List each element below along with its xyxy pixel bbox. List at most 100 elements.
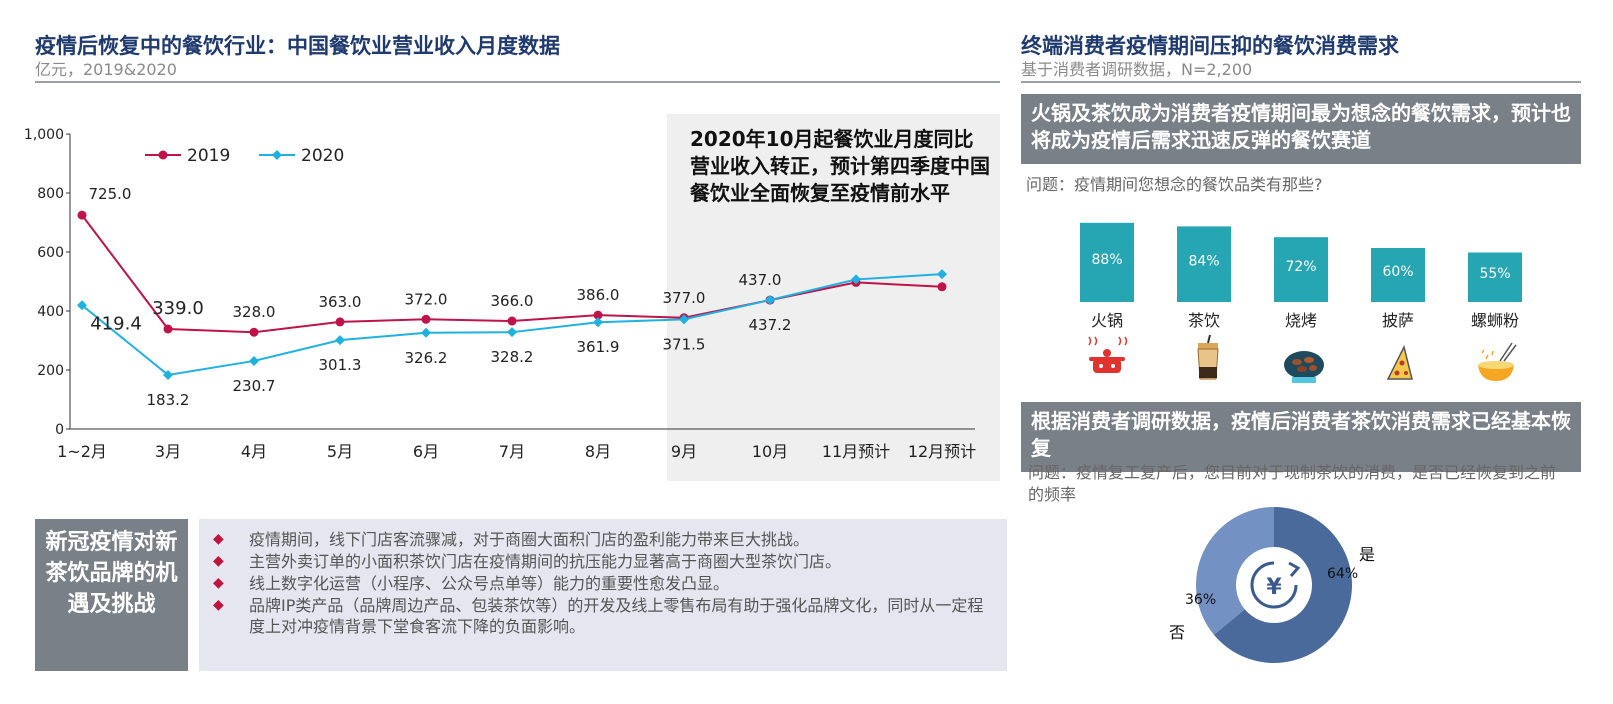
donut-labels: 64% 36% 是否 <box>1169 545 1375 642</box>
donut-value-label: 64% <box>1327 566 1358 582</box>
series-point <box>593 310 603 320</box>
data-label-2019: 339.0 <box>152 298 204 319</box>
data-label-2019: 377.0 <box>663 289 706 307</box>
left-title: 疫情后恢复中的餐饮行业：中国餐饮业营业收入月度数据 <box>35 34 560 58</box>
donut-chart: ¥ 64% 36% 是否 <box>1169 507 1375 663</box>
line-chart-axes: 0 200 400 600 800 1,000 1~2月 3月 4月 5月 6月 7月 8月 9月 10月 1… <box>24 127 976 461</box>
series-point <box>679 314 689 325</box>
bar-category-label: 茶饮 <box>1188 311 1220 330</box>
x-tick-label: 6月 <box>413 442 439 461</box>
diamond-bullet-icon: ◆ <box>213 597 224 613</box>
svg-text:¥: ¥ <box>1266 575 1282 600</box>
diamond-bullet-icon: ◆ <box>213 553 224 569</box>
bar-category-label: 螺蛳粉 <box>1471 311 1519 330</box>
data-label-2020: 419.4 <box>90 313 142 334</box>
bar <box>1080 222 1134 302</box>
donut-category-label: 否 <box>1169 623 1185 642</box>
bar-value-label: 72% <box>1285 259 1316 275</box>
x-tick-label: 5月 <box>327 442 353 461</box>
bar <box>1468 252 1522 302</box>
data-label-2019: 363.0 <box>319 293 362 311</box>
donut-slice <box>1196 507 1274 635</box>
y-tick-label: 600 <box>37 245 64 261</box>
bullet-text: 疫情期间，线下门店客流骤减，对于商圈大面积门店的盈利能力带来巨大挑战。 <box>249 530 810 549</box>
line-chart-legend: 2019 2020 <box>145 146 344 166</box>
series-point <box>507 316 517 326</box>
right-title: 终端消费者疫情期间压抑的餐饮消费需求 <box>1021 34 1399 58</box>
milk-tea-icon <box>1197 334 1219 380</box>
data-label-2019: 725.0 <box>89 185 132 203</box>
series-point <box>421 314 431 324</box>
legend-marker <box>272 150 282 160</box>
series-point <box>937 269 947 280</box>
y-tick-label: 200 <box>37 363 64 379</box>
left-subtitle: 亿元，2019&2020 <box>35 60 177 79</box>
legend-label: 2020 <box>301 146 344 166</box>
bullet-text: 主营外卖订单的小面积茶饮门店在疫情期间的抗压能力显著高于商圈大型茶饮门店。 <box>249 552 842 571</box>
data-label-2019: 437.0 <box>739 271 782 289</box>
x-tick-label: 11月预计 <box>822 442 890 461</box>
right-divider <box>1021 81 1581 83</box>
y-tick-label: 800 <box>37 186 64 202</box>
series-point <box>249 327 259 337</box>
series-point <box>77 210 87 220</box>
data-label-2019: 372.0 <box>405 290 448 308</box>
data-label-2020: 328.2 <box>491 348 534 366</box>
bar-value-label: 84% <box>1188 254 1219 270</box>
pizza-icon <box>1386 344 1413 380</box>
y-tick-label: 0 <box>55 422 64 438</box>
survey-question-2: 问题：疫情复工复产后，您目前对于现制茶饮的消费，是否已经恢复到之前的频率 <box>1028 463 1557 504</box>
hotpot-tea-banner: 火锅及茶饮成为消费者疫情期间最为想念的餐饮需求，预计也将成为疫情后需求迅速反弹的… <box>1021 94 1581 164</box>
bullet-text: 线上数字化运营（小程序、公众号点单等）能力的重要性愈发凸显。 <box>249 574 730 593</box>
series-point <box>851 274 861 285</box>
x-tick-label: 7月 <box>499 442 525 461</box>
bar-chart-icons <box>1088 334 1517 383</box>
bar-category-label: 披萨 <box>1382 311 1414 330</box>
line-chart: 0 200 400 600 800 1,000 1~2月 3月 4月 5月 6月 7月 8月 9月 10月 1… <box>24 127 976 461</box>
data-label-2020: 371.5 <box>663 335 706 353</box>
data-label-2019: 328.0 <box>233 303 276 321</box>
list-item: ◆ 品牌IP类产品（品牌周边产品、包装茶饮等）的开发及线上零售布局有助于强化品牌文… <box>213 595 997 637</box>
left-divider <box>35 81 1000 83</box>
survey-question-1: 问题：疫情期间您想念的餐饮品类有那些? <box>1026 175 1323 194</box>
x-tick-label: 1~2月 <box>57 442 107 461</box>
opportunity-box-title: 新冠疫情对新茶饮品牌的机遇及挑战 <box>35 519 188 671</box>
bar-value-label: 60% <box>1382 264 1413 280</box>
opportunity-box-list: ◆ 疫情期间，线下门店客流骤减，对于商圈大面积门店的盈利能力带来巨大挑战。 ◆ 主营… <box>199 519 1007 671</box>
data-label-2020: 326.2 <box>405 349 448 367</box>
donut-value-label: 36% <box>1185 592 1216 608</box>
data-label-2020: 301.3 <box>319 356 362 374</box>
series-point <box>163 324 173 334</box>
legend-label: 2019 <box>187 146 230 166</box>
list-item: ◆ 疫情期间，线下门店客流骤减，对于商圈大面积门店的盈利能力带来巨大挑战。 <box>213 529 997 550</box>
data-label-2019: 386.0 <box>577 286 620 304</box>
noodle-bowl-icon <box>1478 342 1517 381</box>
y-tick-label: 400 <box>37 304 64 320</box>
bullet-text: 品牌IP类产品（品牌周边产品、包装茶饮等）的开发及线上零售布局有助于强化品牌文化… <box>249 596 984 636</box>
series-point <box>335 317 345 327</box>
callout-text: 2020年10月起餐饮业月度同比营业收入转正，预计第四季度中国餐饮业全面恢复至疫… <box>690 127 990 205</box>
series-point <box>765 295 775 306</box>
donut-slice <box>1213 507 1352 663</box>
data-label-2020: 437.2 <box>749 316 792 334</box>
x-tick-label: 12月预计 <box>908 442 976 461</box>
bar-chart: 88% 火锅 84% 茶饮 72% 烧烤 60% 披萨 55% 螺蛳粉 <box>1080 222 1522 383</box>
data-label-2020: 183.2 <box>147 391 190 409</box>
hotpot-icon <box>1088 336 1128 373</box>
series-line-2019 <box>81 214 943 334</box>
y-tick-label: 1,000 <box>24 127 64 143</box>
bar-chart-bars: 88% 火锅 84% 茶饮 72% 烧烤 60% 披萨 55% 螺蛳粉 <box>1080 222 1522 330</box>
bar-category-label: 火锅 <box>1091 311 1123 330</box>
series-point <box>593 317 603 328</box>
series-point <box>249 355 259 366</box>
callout-panel <box>667 114 1000 481</box>
donut-category-label: 是 <box>1359 545 1375 564</box>
bar <box>1177 226 1231 302</box>
list-item: ◆ 线上数字化运营（小程序、公众号点单等）能力的重要性愈发凸显。 <box>213 573 997 594</box>
data-label-2020: 230.7 <box>233 377 276 395</box>
line-chart-data-labels: 725.0 339.0 328.0 363.0 372.0 366.0 386.0 377.0… <box>89 185 792 409</box>
bar <box>1274 237 1328 302</box>
bar-value-label: 88% <box>1091 252 1122 268</box>
list-item: ◆ 主营外卖订单的小面积茶饮门店在疫情期间的抗压能力显著高于商圈大型茶饮门店。 <box>213 551 997 572</box>
diamond-bullet-icon: ◆ <box>213 531 224 547</box>
